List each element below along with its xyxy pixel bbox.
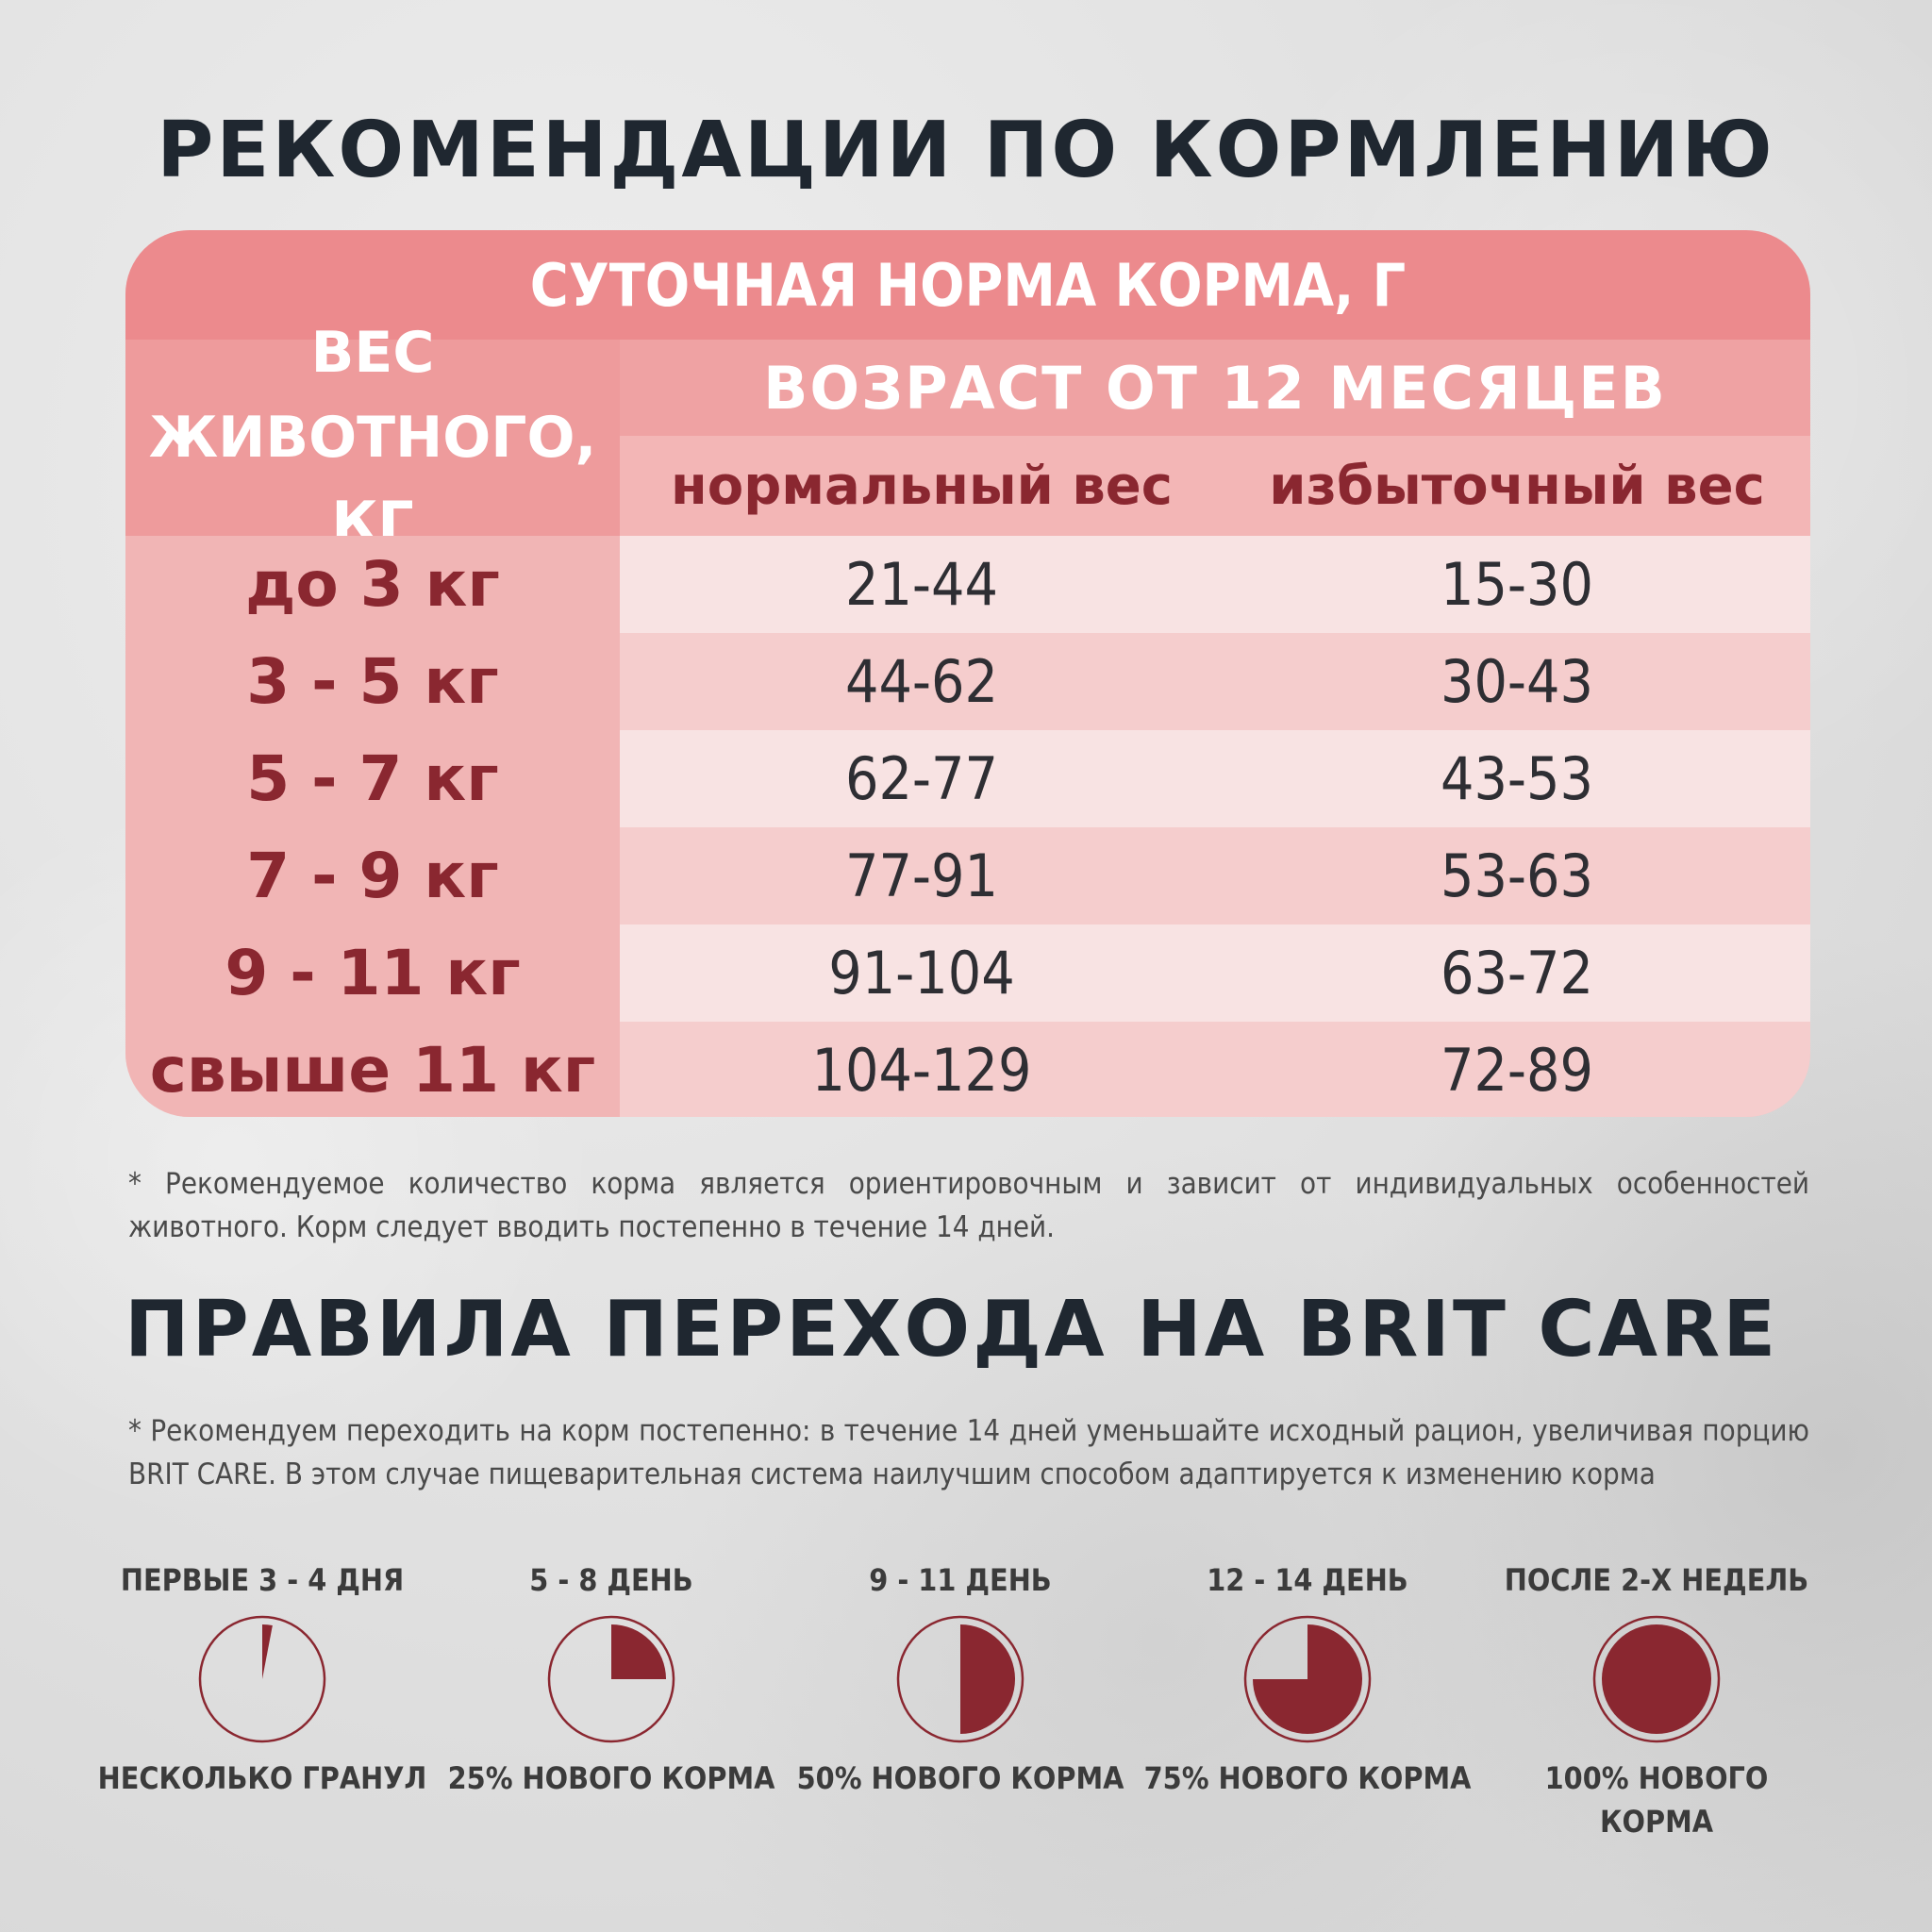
table-row [620,827,1810,924]
row-overweight-value: 15-30 [1440,550,1594,619]
pie-slice [262,1624,273,1679]
col-header-normal: нормальный вес [620,436,1224,536]
pie-outline [547,1615,675,1743]
row-weight: свыше 11 кг [149,1034,596,1107]
row-weight: 9 - 11 кг [225,937,521,1009]
pie-indicator [547,1615,675,1743]
col-header-overweight: избыточный вес [1224,436,1810,536]
table-row [620,730,1810,827]
step-period: 5 - 8 ДЕНЬ [529,1562,693,1598]
row-overweight-value: 53-63 [1440,841,1594,910]
transition-step: 5 - 8 ДЕНЬ 25% НОВОГО КОРМА [446,1558,776,1800]
row-overweight-value: 63-72 [1440,939,1594,1008]
row-normal-value: 44-62 [844,647,999,716]
pie-outline [1243,1615,1372,1743]
step-caption: 25% НОВОГО КОРМА [447,1760,775,1796]
transition-note: * Рекомендуем переходить на корм постепе… [128,1414,1809,1491]
row-normal-value: 77-91 [844,841,999,910]
step-period: ПОСЛЕ 2-Х НЕДЕЛЬ [1504,1562,1809,1598]
row-normal-value: 21-44 [844,550,999,619]
transition-step: ПОСЛЕ 2-Х НЕДЕЛЬ 100% НОВОГО КОРМА [1491,1558,1822,1843]
row-normal-value: 104-129 [811,1036,1032,1105]
age-header: ВОЗРАСТ ОТ 12 МЕСЯЦЕВ [620,340,1810,436]
table-row [620,1022,1810,1117]
row-weight: 3 - 5 кг [246,645,499,718]
table-row [620,924,1810,1022]
step-caption: 100% НОВОГО КОРМА [1544,1760,1769,1840]
step-caption: 75% НОВОГО КОРМА [1143,1760,1472,1796]
step-period: ПЕРВЫЕ 3 - 4 ДНЯ [120,1562,405,1598]
row-normal-value: 62-77 [844,744,999,813]
table-row [620,633,1810,730]
row-overweight-value: 43-53 [1440,744,1594,813]
pie-slice [611,1624,666,1679]
row-weight: до 3 кг [245,548,500,621]
row-weight: 7 - 9 кг [246,840,499,912]
step-caption: 50% НОВОГО КОРМА [796,1760,1124,1796]
pie-slice [960,1624,1015,1734]
weight-column-bg [125,536,620,1117]
feeding-note: * Рекомендуемое количество корма являетс… [128,1167,1809,1244]
weight-header: ВЕС ЖИВОТНОГО, КГ [125,320,620,556]
pie-outline [1592,1615,1721,1743]
feeding-title: РЕКОМЕНДАЦИИ ПО КОРМЛЕНИЮ [157,106,1775,195]
step-caption: НЕСКОЛЬКО ГРАНУЛ [97,1760,427,1796]
transition-step: 9 - 11 ДЕНЬ 50% НОВОГО КОРМА [795,1558,1125,1800]
row-weight: 5 - 7 кг [246,742,499,815]
pie-outline [896,1615,1024,1743]
pie-indicator [1243,1615,1372,1743]
row-overweight-value: 30-43 [1440,647,1594,716]
table-title: СУТОЧНАЯ НОРМА КОРМА, Г [125,230,1810,340]
transition-step: ПЕРВЫЕ 3 - 4 ДНЯ НЕСКОЛЬКО ГРАНУЛ [97,1558,427,1800]
transition-title: ПРАВИЛА ПЕРЕХОДА НА BRIT CARE [125,1285,1779,1374]
pie-indicator [198,1615,326,1743]
step-period: 9 - 11 ДЕНЬ [869,1562,1052,1598]
row-overweight-value: 72-89 [1440,1036,1594,1105]
pie-slice [1602,1624,1711,1734]
row-normal-value: 91-104 [828,939,1015,1008]
transition-step: 12 - 14 ДЕНЬ 75% НОВОГО КОРМА [1142,1558,1473,1800]
weight-header-line1: ВЕС [310,320,435,386]
pie-indicator [1592,1615,1721,1743]
feeding-table: СУТОЧНАЯ НОРМА КОРМА, Г ВЕС ЖИВОТНОГО, К… [125,230,1810,1117]
table-row [620,536,1810,633]
pie-outline [198,1615,326,1743]
pie-slice [1253,1624,1362,1734]
step-period: 12 - 14 ДЕНЬ [1207,1562,1408,1598]
pie-indicator [896,1615,1024,1743]
